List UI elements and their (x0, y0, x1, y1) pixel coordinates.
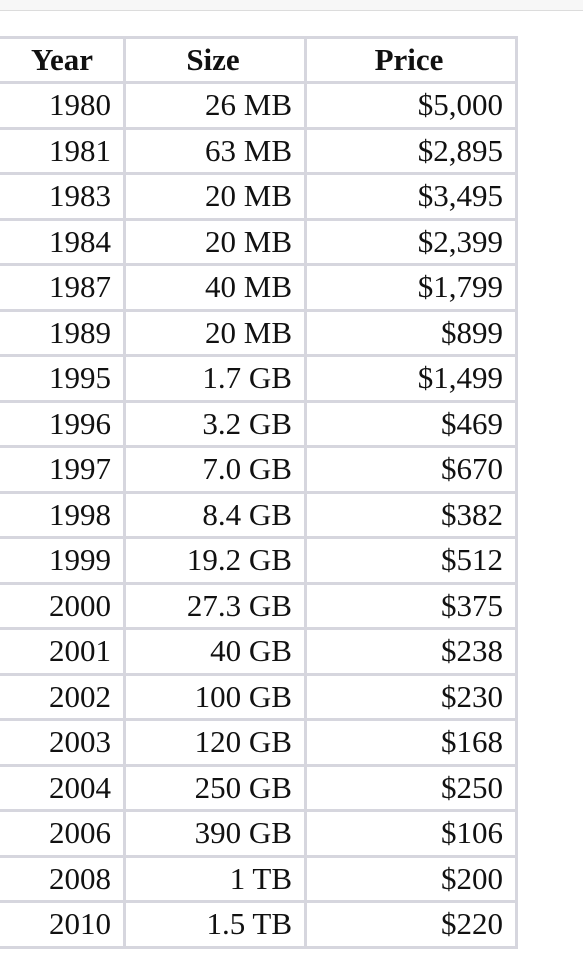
cell-size: 19.2 GB (126, 539, 307, 585)
table-header-row: Year Size Price (0, 39, 518, 84)
hard-drive-price-table: Year Size Price 1980 26 MB $5,000 1981 63 MB… (0, 36, 518, 949)
cell-size: 3.2 GB (126, 402, 307, 448)
cell-size: 1 TB (126, 857, 307, 903)
cell-year: 1980 (0, 84, 126, 130)
cell-year: 2002 (0, 675, 126, 721)
cell-year: 2003 (0, 721, 126, 767)
cell-year: 2010 (0, 903, 126, 949)
cell-price: $382 (307, 493, 518, 539)
cell-size: 63 MB (126, 129, 307, 175)
cell-price: $250 (307, 766, 518, 812)
cell-year: 1981 (0, 129, 126, 175)
cell-size: 8.4 GB (126, 493, 307, 539)
cell-size: 40 MB (126, 266, 307, 312)
table-row: 1987 40 MB $1,799 (0, 266, 518, 312)
cell-size: 20 MB (126, 175, 307, 221)
cell-size: 26 MB (126, 84, 307, 130)
table-row: 2006 390 GB $106 (0, 812, 518, 858)
cell-price: $5,000 (307, 84, 518, 130)
cell-year: 2004 (0, 766, 126, 812)
cell-price: $230 (307, 675, 518, 721)
cell-price: $2,895 (307, 129, 518, 175)
cell-price: $168 (307, 721, 518, 767)
cell-size: 120 GB (126, 721, 307, 767)
cell-price: $1,499 (307, 357, 518, 403)
header-size: Size (126, 39, 307, 84)
header-year: Year (0, 39, 126, 84)
cell-size: 7.0 GB (126, 448, 307, 494)
cell-year: 1989 (0, 311, 126, 357)
cell-size: 20 MB (126, 220, 307, 266)
cell-year: 1998 (0, 493, 126, 539)
cell-year: 2001 (0, 630, 126, 676)
table-row: 2002 100 GB $230 (0, 675, 518, 721)
cell-size: 20 MB (126, 311, 307, 357)
cell-size: 390 GB (126, 812, 307, 858)
table-row: 1995 1.7 GB $1,499 (0, 357, 518, 403)
table-row: 2010 1.5 TB $220 (0, 903, 518, 949)
cell-price: $512 (307, 539, 518, 585)
cell-year: 1984 (0, 220, 126, 266)
table-row: 1980 26 MB $5,000 (0, 84, 518, 130)
cell-year: 1995 (0, 357, 126, 403)
cell-year: 1997 (0, 448, 126, 494)
cell-year: 1996 (0, 402, 126, 448)
cell-size: 250 GB (126, 766, 307, 812)
table-row: 1998 8.4 GB $382 (0, 493, 518, 539)
cell-price: $220 (307, 903, 518, 949)
table-row: 1999 19.2 GB $512 (0, 539, 518, 585)
table-row: 1984 20 MB $2,399 (0, 220, 518, 266)
table-body: 1980 26 MB $5,000 1981 63 MB $2,895 1983 20 MB $… (0, 84, 518, 949)
cell-size: 1.7 GB (126, 357, 307, 403)
table-row: 2008 1 TB $200 (0, 857, 518, 903)
table-row: 2001 40 GB $238 (0, 630, 518, 676)
table-row: 1996 3.2 GB $469 (0, 402, 518, 448)
cell-size: 1.5 TB (126, 903, 307, 949)
header-price: Price (307, 39, 518, 84)
cell-price: $1,799 (307, 266, 518, 312)
cell-year: 2008 (0, 857, 126, 903)
cell-price: $2,399 (307, 220, 518, 266)
cell-size: 27.3 GB (126, 584, 307, 630)
table-container: Year Size Price 1980 26 MB $5,000 1981 63 MB… (0, 36, 518, 949)
cell-year: 1987 (0, 266, 126, 312)
cell-price: $238 (307, 630, 518, 676)
cell-year: 1983 (0, 175, 126, 221)
cell-size: 100 GB (126, 675, 307, 721)
table-row: 1981 63 MB $2,895 (0, 129, 518, 175)
table-row: 2004 250 GB $250 (0, 766, 518, 812)
cell-year: 1999 (0, 539, 126, 585)
cell-year: 2000 (0, 584, 126, 630)
cell-price: $670 (307, 448, 518, 494)
cell-price: $200 (307, 857, 518, 903)
table-row: 2003 120 GB $168 (0, 721, 518, 767)
cell-price: $106 (307, 812, 518, 858)
table-row: 1983 20 MB $3,495 (0, 175, 518, 221)
table-row: 2000 27.3 GB $375 (0, 584, 518, 630)
cell-size: 40 GB (126, 630, 307, 676)
cell-price: $3,495 (307, 175, 518, 221)
page-top-bar (0, 0, 583, 11)
cell-year: 2006 (0, 812, 126, 858)
table-row: 1989 20 MB $899 (0, 311, 518, 357)
cell-price: $899 (307, 311, 518, 357)
table-row: 1997 7.0 GB $670 (0, 448, 518, 494)
cell-price: $469 (307, 402, 518, 448)
cell-price: $375 (307, 584, 518, 630)
